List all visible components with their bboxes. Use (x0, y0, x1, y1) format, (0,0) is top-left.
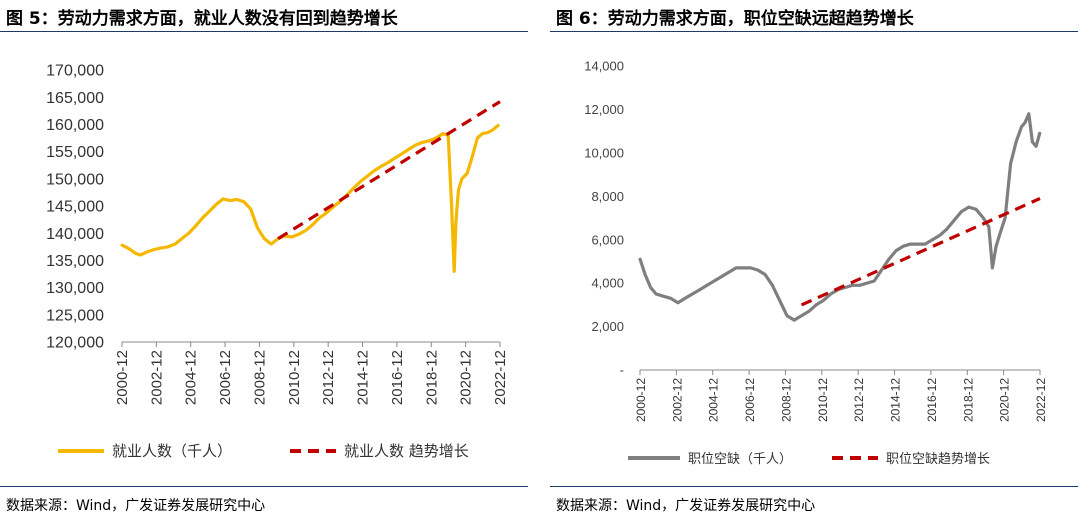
legend-label: 就业人数 趋势增长 (344, 442, 469, 460)
title-rule (550, 31, 1078, 32)
x-tick-label: 2008-12 (251, 350, 268, 405)
x-tick-label: 2000-12 (634, 378, 648, 422)
y-tick-label: 12,000 (584, 102, 624, 117)
y-tick-label: 120,000 (46, 335, 104, 352)
series-line-trend (277, 100, 501, 240)
y-tick-label: - (620, 363, 624, 378)
x-tick-label: 2012-12 (852, 378, 866, 422)
x-tick-label: 2006-12 (743, 378, 757, 422)
y-tick-label: 150,000 (46, 171, 104, 188)
x-tick-label: 2022-12 (1034, 378, 1048, 422)
y-tick-label: 170,000 (46, 63, 104, 80)
y-tick-label: 160,000 (46, 117, 104, 134)
y-tick-label: 10,000 (584, 145, 624, 160)
legend-label: 就业人数（千人） (112, 442, 232, 460)
y-tick-label: 165,000 (46, 90, 104, 107)
source-rule (0, 486, 528, 487)
left-chart-panel: 图 5：劳动力需求方面，就业人数没有回到趋势增长 170,000 165,000 1… (0, 0, 530, 522)
series-line-actual (638, 112, 1042, 322)
employment-chart: 170,000 165,000 160,000 155,000 150,000 145,0… (46, 63, 509, 460)
x-tick-label: 2018-12 (961, 378, 975, 422)
y-tick-label: 4,000 (591, 276, 624, 291)
legend-label: 职位空缺（千人） (688, 452, 792, 467)
x-tick-label: 2004-12 (183, 350, 200, 405)
y-tick-label: 135,000 (46, 253, 104, 270)
y-tick-label: 14,000 (584, 59, 624, 74)
x-tick-label: 2010-12 (286, 350, 303, 405)
y-tick-label: 2,000 (591, 319, 624, 334)
x-tick-label: 2018-12 (423, 350, 440, 405)
source-rule (550, 486, 1078, 487)
x-tick-label: 2020-12 (458, 350, 475, 405)
chart-title: 图 5：劳动力需求方面，就业人数没有回到趋势增长 (6, 9, 398, 29)
y-tick-label: 130,000 (46, 280, 104, 297)
x-tick-label: 2022-12 (492, 350, 509, 405)
x-tick-label: 2014-12 (355, 350, 372, 405)
title-rule (0, 31, 528, 32)
x-tick-label: 2010-12 (816, 378, 830, 422)
x-tick-label: 2002-12 (148, 350, 165, 405)
y-tick-label: 145,000 (46, 199, 104, 216)
x-tick-label: 2020-12 (998, 378, 1012, 422)
y-tick-label: 125,000 (46, 307, 104, 324)
x-tick-label: 2012-12 (320, 350, 337, 405)
source-note: 数据来源：Wind，广发证券发展研究中心 (556, 498, 816, 514)
x-tick-label: 2008-12 (779, 378, 793, 422)
chart-title: 图 6：劳动力需求方面，职位空缺远超趋势增长 (556, 9, 914, 29)
x-tick-label: 2002-12 (670, 378, 684, 422)
x-tick-label: 2004-12 (707, 378, 721, 422)
job-openings-chart: 14,00012,00010,0008,0006,0004,0002,000-2… (584, 59, 1048, 467)
y-tick-label: 155,000 (46, 144, 104, 161)
y-tick-label: 140,000 (46, 226, 104, 243)
series-line-actual (120, 123, 500, 273)
series-line-trend (800, 197, 1041, 307)
x-tick-label: 2014-12 (889, 378, 903, 422)
x-tick-label: 2016-12 (925, 378, 939, 422)
right-chart-panel: 图 6：劳动力需求方面，职位空缺远超趋势增长 14,000 12,000 10,00… (550, 0, 1080, 522)
x-tick-label: 2006-12 (217, 350, 234, 405)
legend-label: 职位空缺趋势增长 (886, 451, 990, 467)
x-tick-label: 2016-12 (389, 350, 406, 405)
y-tick-label: 6,000 (591, 232, 624, 247)
x-tick-label: 2000-12 (114, 350, 131, 405)
source-note: 数据来源：Wind，广发证券发展研究中心 (6, 498, 266, 514)
y-tick-label: 8,000 (591, 189, 624, 204)
